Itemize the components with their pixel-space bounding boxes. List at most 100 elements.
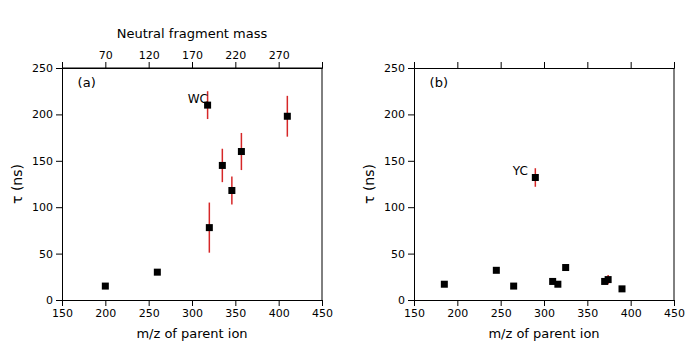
tick-label: 400 — [269, 307, 290, 320]
axis-line — [63, 62, 323, 69]
tick-mark — [414, 62, 415, 68]
tick-label: 300 — [182, 307, 203, 320]
axis-line — [415, 301, 675, 307]
axis: 0 50 100 150 200 250 — [384, 62, 415, 307]
axis-title: τ (ns) — [361, 164, 377, 204]
tick-label: 220 — [225, 49, 246, 62]
tick-mark — [408, 207, 414, 208]
axis-title: Neutral fragment mass — [117, 26, 268, 41]
tick: 250 — [384, 62, 414, 75]
point — [154, 269, 161, 276]
tick: 400 — [269, 300, 290, 320]
tick-mark — [56, 254, 62, 255]
point — [493, 267, 500, 274]
tick-mark — [149, 300, 150, 306]
tick: 250 — [491, 300, 512, 320]
point — [228, 187, 235, 194]
panel-label: (b) — [430, 75, 448, 90]
tick: 170 — [182, 49, 203, 68]
tick-mark — [674, 300, 675, 306]
frame-line — [322, 68, 323, 300]
tick: 450 — [312, 300, 333, 320]
tick-label: 200 — [95, 307, 116, 320]
tick-mark — [105, 300, 106, 306]
point — [532, 174, 539, 181]
axis-line — [56, 69, 63, 301]
tick-mark — [192, 62, 193, 68]
frame-line — [674, 68, 675, 300]
tick-label: 250 — [139, 307, 160, 320]
tick-mark — [408, 161, 414, 162]
tick — [544, 62, 545, 68]
tick: 100 — [384, 201, 414, 214]
tick-mark — [105, 62, 106, 68]
panel-label: (a) — [78, 75, 96, 90]
tick-mark — [149, 62, 150, 68]
axis-line — [63, 301, 323, 307]
point — [441, 281, 448, 288]
point — [219, 162, 226, 169]
tick-label: 200 — [447, 307, 468, 320]
tick-mark — [56, 207, 62, 208]
tick: 0 — [398, 294, 414, 307]
point — [619, 285, 626, 292]
tick: 400 — [621, 300, 642, 320]
tick-mark — [457, 300, 458, 306]
tick-label: 120 — [139, 49, 160, 62]
tick-mark — [631, 300, 632, 306]
tick — [457, 62, 458, 68]
axis: 150200250300350400450 — [404, 300, 685, 320]
axis: 70 120 170 220 270 — [63, 49, 323, 69]
tick: 250 — [139, 300, 160, 320]
tick-label: 350 — [577, 307, 598, 320]
tick-mark — [408, 68, 414, 69]
tick — [501, 62, 502, 68]
tick-label: 150 — [32, 155, 53, 168]
tick-label: 270 — [269, 49, 290, 62]
tick: 150 — [384, 155, 414, 168]
tick-label: 100 — [32, 201, 53, 214]
tick: 70 — [99, 49, 113, 68]
tick-label: 0 — [398, 294, 405, 307]
tick: 200 — [384, 108, 414, 121]
point — [102, 283, 109, 290]
tick: 120 — [139, 49, 160, 68]
tick-label: 400 — [621, 307, 642, 320]
tick: 150 — [404, 300, 425, 320]
tick — [674, 62, 675, 68]
tick-mark — [322, 300, 323, 306]
tick-mark — [631, 62, 632, 68]
plot-area — [441, 168, 626, 292]
tick-label: 250 — [491, 307, 512, 320]
tick — [414, 62, 415, 68]
tick-mark — [279, 62, 280, 68]
tick: 150 — [32, 155, 62, 168]
tick-mark — [408, 300, 414, 301]
panel: 1502002503003504004500501001502002507012… — [9, 26, 333, 341]
tick: 200 — [447, 300, 468, 320]
tick: 50 — [391, 248, 414, 261]
tick: 150 — [52, 300, 73, 320]
tick-mark — [457, 62, 458, 68]
tick-label: 200 — [384, 108, 405, 121]
tick-label: 100 — [384, 201, 405, 214]
tick-mark — [408, 254, 414, 255]
tick-mark — [674, 62, 675, 68]
tick-mark — [56, 114, 62, 115]
point — [206, 224, 213, 231]
tick-mark — [544, 300, 545, 306]
tick-label: 450 — [664, 307, 685, 320]
tick-label: 0 — [46, 294, 53, 307]
tick-mark — [587, 62, 588, 68]
tick-mark — [587, 300, 588, 306]
tick-label: 250 — [32, 62, 53, 75]
tick-mark — [56, 300, 62, 301]
tick-mark — [192, 300, 193, 306]
tick: 100 — [32, 201, 62, 214]
point — [284, 113, 291, 120]
plot-area — [102, 91, 291, 289]
axis-title: τ (ns) — [9, 164, 25, 204]
tick: 450 — [664, 300, 685, 320]
axis-line — [415, 62, 675, 69]
tick: 50 — [39, 248, 62, 261]
